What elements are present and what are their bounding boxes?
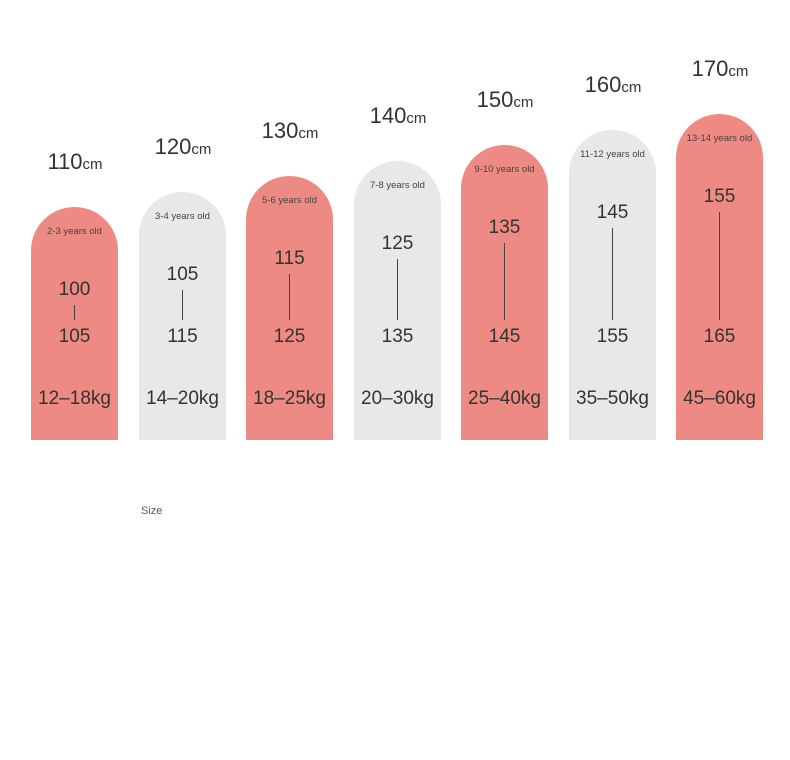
height-range-line [289,274,290,320]
height-range-line [182,289,183,320]
size-unit: cm [728,63,749,80]
size-unit: cm [513,94,534,111]
weight-label: 14–20kg [146,388,219,409]
weight-label: 18–25kg [253,388,326,409]
height-range-line [719,212,720,320]
size-title: 160cm [553,72,673,98]
height-min-label: 115 [274,248,305,269]
weight-label: 35–50kg [576,388,649,409]
weight-label: 20–30kg [361,388,434,409]
height-range-line [612,227,613,320]
height-min-label: 125 [381,232,414,254]
size-unit: cm [298,125,319,142]
size-column: 130cm 5-6 years old 115 125 18–25kg [246,0,333,440]
height-range-line [397,258,398,320]
weight-label: 25–40kg [468,388,541,409]
age-label: 7-8 years old [370,179,425,191]
height-min-label: 100 [58,279,91,300]
size-unit: cm [82,156,103,173]
age-label: 2-3 years old [47,226,102,237]
age-label: 11-12 years old [580,148,645,160]
height-max-label: 155 [596,326,629,347]
size-column: 120cm 3-4 years old 105 115 14–20kg [139,0,226,440]
age-label: 3-4 years old [155,210,210,222]
height-max-label: 125 [273,326,306,347]
age-label: 9-10 years old [474,164,535,175]
age-label: 13-14 years old [686,133,753,144]
height-min-label: 105 [166,263,199,285]
size-unit: cm [191,140,212,158]
size-title: 130cm [230,118,350,144]
size-title: 120cm [123,134,243,160]
size-value: 120 [154,133,192,159]
size-value: 110 [47,149,83,174]
height-max-label: 165 [703,326,736,347]
size-title: 170cm [660,56,780,82]
height-max-label: 145 [488,326,521,347]
size-value: 160 [584,71,622,97]
size-column: 140cm 7-8 years old 125 135 20–30kg [354,0,441,440]
height-min-label: 145 [596,201,629,223]
height-range-line [74,305,75,320]
size-title: 140cm [338,103,458,129]
size-title: 110cm [15,149,135,175]
size-column: 110cm 2-3 years old 100 105 12–18kg [31,0,118,440]
size-column: 160cm 11-12 years old 145 155 35–50kg [569,0,656,440]
height-range-line [504,243,505,320]
size-unit: cm [406,109,427,127]
size-value: 150 [476,87,514,112]
height-min-label: 135 [488,217,521,238]
weight-label: 12–18kg [38,388,111,409]
height-max-label: 105 [58,326,91,347]
height-min-label: 155 [703,186,736,207]
age-label: 5-6 years old [262,195,317,206]
size-unit: cm [621,78,642,96]
size-value: 130 [261,118,299,143]
size-value: 140 [369,102,407,128]
height-max-label: 135 [381,326,414,347]
size-column: 150cm 9-10 years old 135 145 25–40kg [461,0,548,440]
height-max-label: 115 [167,326,198,347]
size-value: 170 [691,56,729,81]
size-title: 150cm [445,87,565,113]
weight-label: 45–60kg [683,388,756,409]
size-bar [31,207,118,440]
size-column: 170cm 13-14 years old 155 165 45–60kg [676,0,763,440]
size-axis-label: Size [141,505,163,517]
